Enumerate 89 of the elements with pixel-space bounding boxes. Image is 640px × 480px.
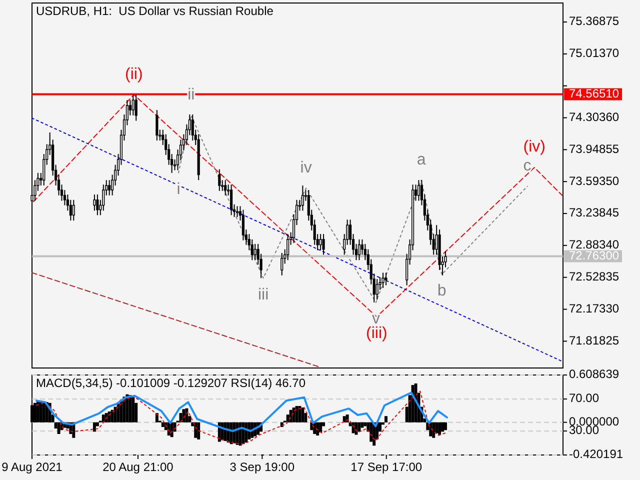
y-tick-label: 0.608639 xyxy=(569,367,620,382)
candlestick xyxy=(322,234,325,256)
candlestick xyxy=(96,194,99,216)
candlestick xyxy=(224,180,227,196)
bar xyxy=(182,409,186,422)
annotation: c xyxy=(523,158,532,175)
annotation: (ii) xyxy=(125,66,143,83)
candlestick xyxy=(102,184,105,212)
bar xyxy=(301,408,304,422)
y-tick-label: 73.23845 xyxy=(569,206,620,220)
y-tick-label: 72.52835 xyxy=(569,270,620,284)
bar xyxy=(438,422,442,435)
bar xyxy=(108,411,111,422)
y-tick-label: -0.420191 xyxy=(569,447,624,462)
candlestick xyxy=(230,184,233,216)
annotation: a xyxy=(416,151,426,168)
bar xyxy=(342,416,346,422)
bar xyxy=(185,408,188,422)
y-tick-label: 72.17330 xyxy=(569,301,620,316)
bar xyxy=(432,422,436,438)
bar xyxy=(444,422,447,430)
bar xyxy=(92,422,96,432)
candlestick xyxy=(286,234,290,261)
y-tick-label: 75.36875 xyxy=(569,14,620,28)
annotation: b xyxy=(437,282,446,300)
candlestick xyxy=(72,199,75,222)
bar xyxy=(116,404,120,422)
y-tick-label: 71.81825 xyxy=(569,333,620,348)
bar xyxy=(358,422,361,432)
candlestick xyxy=(93,194,96,212)
x-tick-label: 9 Aug 2021 xyxy=(2,460,63,474)
bar xyxy=(42,401,46,422)
bar xyxy=(102,414,105,422)
candlestick xyxy=(236,206,239,218)
bar xyxy=(170,422,174,438)
x-tick-label: 3 Sep 19:00 xyxy=(230,460,295,474)
candlestick xyxy=(191,114,194,142)
annotation: (iv) xyxy=(523,138,546,156)
bar xyxy=(298,406,302,422)
candlestick xyxy=(242,209,245,241)
bar xyxy=(319,422,322,432)
candlestick xyxy=(134,94,138,122)
bar xyxy=(128,395,132,422)
bar xyxy=(289,410,292,422)
chart-title: USDRUB, H1: US Dollar vs Russian Rouble xyxy=(36,4,274,18)
candlestick xyxy=(132,94,134,116)
bar xyxy=(370,422,373,442)
bar xyxy=(197,422,200,440)
candlestick xyxy=(358,238,361,261)
bar xyxy=(114,406,117,422)
line-series xyxy=(35,392,448,432)
bar xyxy=(384,416,388,422)
candlestick xyxy=(218,168,221,192)
bar xyxy=(441,422,444,432)
bar xyxy=(104,412,108,422)
bar xyxy=(36,401,40,422)
candlestick xyxy=(156,109,158,142)
y2-tick-label: 70.00 xyxy=(569,391,600,406)
x-tick-label: 20 Aug 21:00 xyxy=(102,460,174,474)
candlestick xyxy=(417,180,420,202)
bar xyxy=(155,412,158,422)
candlestick xyxy=(319,234,322,251)
candlestick xyxy=(280,252,284,276)
line-series xyxy=(36,390,448,445)
bar xyxy=(57,422,60,434)
annotation: i xyxy=(176,181,180,198)
annotation: iv xyxy=(300,159,312,176)
bar xyxy=(110,410,114,422)
candlestick xyxy=(108,180,111,196)
candlestick xyxy=(384,272,388,286)
chart-title: MACD(5,34,5) -0.101009 -0.129207 RSI(14) 46.70 xyxy=(36,376,306,390)
annotation: (iii) xyxy=(366,324,388,342)
bar xyxy=(360,422,364,428)
candlestick xyxy=(382,272,384,288)
y-tick-label: 74.30360 xyxy=(569,110,620,124)
bar xyxy=(292,408,296,422)
candlestick xyxy=(376,278,378,300)
candlestick xyxy=(301,185,304,212)
y-tick-label: 75.01370 xyxy=(569,46,620,60)
bar xyxy=(161,422,164,427)
candlestick xyxy=(254,243,256,261)
y-tick-label: 73.59350 xyxy=(569,174,620,188)
bar xyxy=(316,422,320,436)
bar xyxy=(194,422,198,438)
annotation: iii xyxy=(258,286,269,304)
bar xyxy=(132,396,135,422)
ref-line-label: 74.56510 xyxy=(569,86,620,100)
x-tick-label: 17 Sep 17:00 xyxy=(350,460,422,474)
y-tick-label: 73.94855 xyxy=(569,142,620,156)
